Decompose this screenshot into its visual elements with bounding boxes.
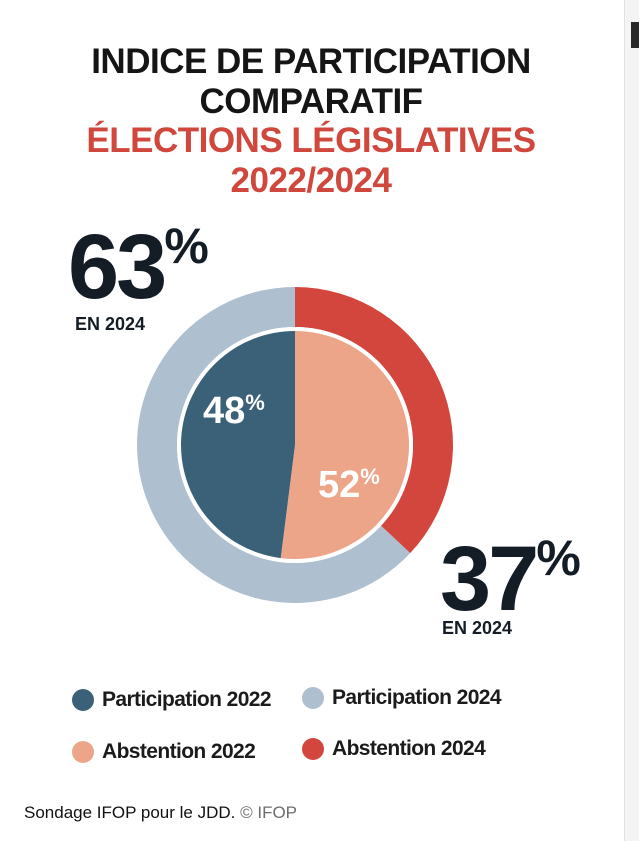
abstention-2024-callout: 37% [440, 533, 581, 625]
chart-title-line2: COMPARATIF [199, 82, 423, 121]
legend-item-participation-2022: Participation 2022 [72, 688, 272, 712]
abstention-2022-data-label: 52% [318, 464, 380, 506]
inner-ring [177, 327, 413, 563]
legend-label: Participation 2022 [102, 688, 272, 711]
abstention-2024-pct: % [536, 530, 581, 586]
inner-slice-participation-2022 [180, 331, 295, 559]
legend-item-participation-2024: Participation 2024 [302, 686, 502, 710]
participation-2022-data-label: 48% [203, 390, 265, 432]
participation-2024-value: 63 [68, 216, 167, 318]
infographic-card: INDICE DE PARTICIPATION COMPARATIF ÉLECT… [86, 42, 537, 200]
participation-2024-callout: 63% [68, 221, 209, 313]
copyright-text: © IFOP [240, 803, 298, 822]
abstention-2024-year-label: EN 2024 [442, 618, 513, 638]
outer-ring [137, 287, 454, 603]
outer-slice-abstention-2024 [295, 287, 454, 554]
legend-label: Participation 2024 [332, 686, 502, 709]
participation-2024-year-label: EN 2024 [75, 314, 146, 334]
chart-title-line1: INDICE DE PARTICIPATION [91, 42, 531, 81]
legend-item-abstention-2022: Abstention 2022 [72, 740, 256, 764]
adjacent-page-mark [631, 22, 639, 48]
participation-2022-value: 48 [203, 390, 246, 432]
outer-slice-participation-2024 [137, 287, 411, 603]
legend-item-abstention-2024: Abstention 2024 [302, 737, 486, 761]
chart-subtitle-line2: 2022/2024 [230, 161, 392, 200]
legend-label: Abstention 2024 [332, 737, 486, 760]
participation-2022-pct: % [245, 390, 265, 415]
participation-2024-pct: % [164, 218, 209, 274]
legend-swatch [302, 738, 324, 760]
legend-swatch [72, 741, 94, 763]
source-text: Sondage IFOP pour le JDD. [24, 803, 236, 822]
abstention-2022-value: 52 [318, 464, 361, 506]
abstention-2024-value: 37 [440, 528, 539, 630]
source-caption: Sondage IFOP pour le JDD. © IFOP [24, 803, 297, 823]
chart-subtitle-line1: ÉLECTIONS LÉGISLATIVES [86, 121, 536, 160]
inner-slice-abstention-2022 [280, 331, 409, 559]
adjacent-page-edge [624, 0, 639, 841]
abstention-2022-pct: % [360, 464, 380, 489]
legend-swatch [302, 687, 324, 709]
legend-label: Abstention 2022 [102, 740, 256, 763]
legend-swatch [72, 689, 94, 711]
